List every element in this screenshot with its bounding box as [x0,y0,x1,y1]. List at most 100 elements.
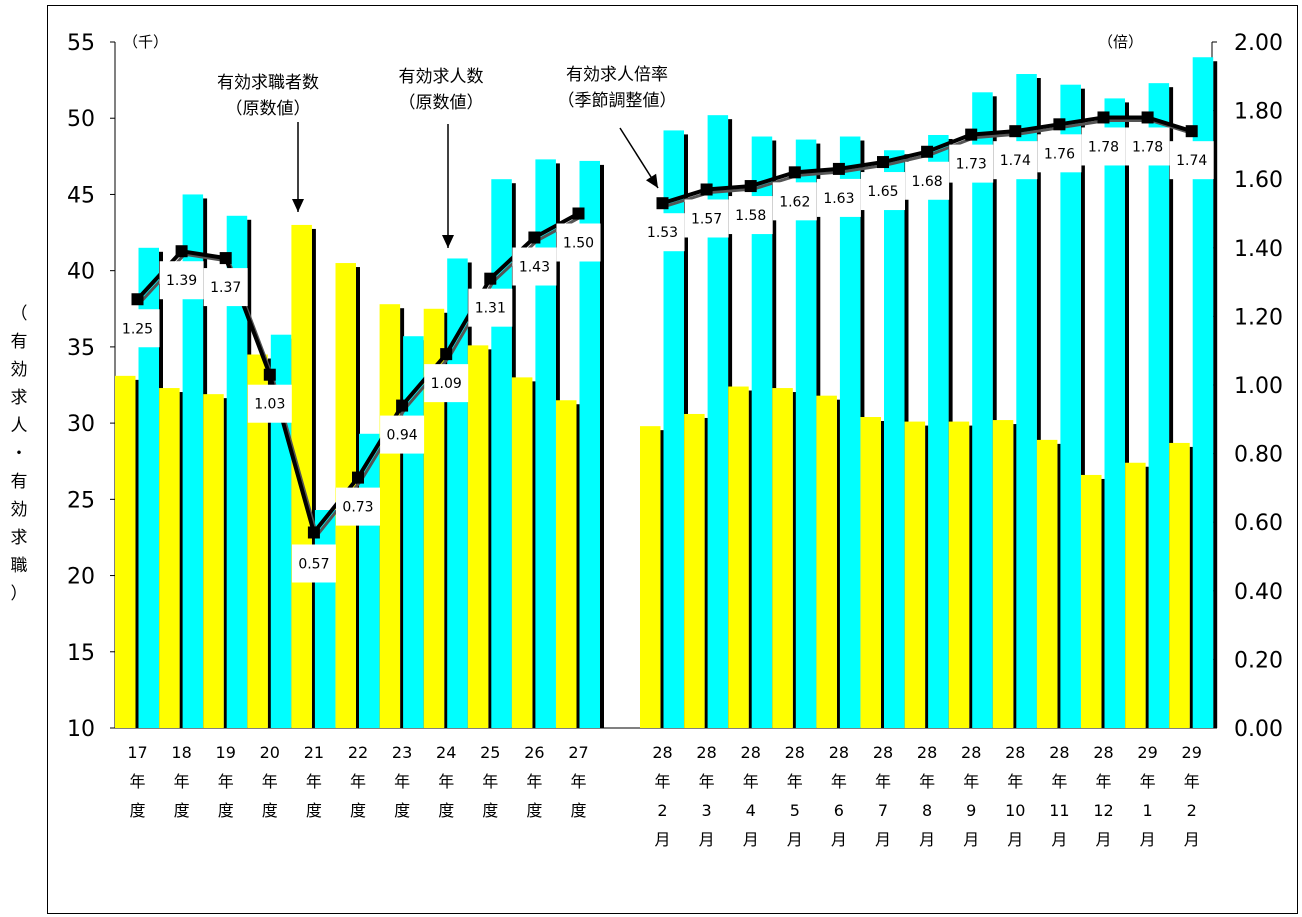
bar-shadow [1125,102,1129,729]
x-tick-label: 月 [831,830,847,849]
x-tick-label: 28 [741,743,761,762]
ratio-data-label: 0.57 [298,556,329,572]
bar-shadow [600,164,604,728]
ratio-marker [528,231,541,244]
ratio-label-box [468,288,513,327]
x-tick-label: 月 [743,830,759,849]
ratio-data-label: 1.65 [867,184,898,200]
ratio-label-box [203,268,248,307]
bar-shadow [1189,446,1194,728]
ratio-label-box [1037,134,1082,173]
ratio-label-box [861,172,905,211]
right-tick-label: 1.00 [1234,374,1283,399]
x-tick-label: 25 [480,743,500,762]
bar-job-openings [535,159,556,729]
bar-job-seekers [511,377,533,728]
bar-job-openings [579,160,600,728]
left-axis-unit: （千） [123,33,168,51]
x-tick-label: 月 [1051,830,1067,849]
ratio-data-label: 1.73 [956,157,987,173]
right-tick-label: 0.60 [1234,511,1283,536]
x-tick-label: 12 [1093,801,1113,820]
x-tick-label: 年 [1007,772,1023,791]
x-tick-label: 7 [878,801,888,820]
left-tick-label: 20 [67,565,95,590]
bar-job-seekers [1125,462,1146,728]
x-tick-label: 2 [1187,801,1197,820]
left-axis-label-char: 有 [10,332,28,352]
ratio-marker [572,207,585,220]
bar-shadow [748,390,753,728]
left-tick-label: 10 [67,717,95,742]
x-tick-label: 年 [963,772,979,791]
x-tick-label: 28 [961,743,981,762]
x-tick-label: 5 [790,801,800,820]
x-tick-label: 28 [652,743,672,762]
x-tick-label: 月 [699,830,715,849]
annotation-text: （原数値） [399,93,484,113]
x-tick-label: 度 [129,801,145,820]
bar-job-openings [1016,74,1037,729]
ratio-marker [832,162,845,175]
x-tick-label: 月 [1140,830,1156,849]
bar-job-seekers [247,354,268,728]
bar-shadow [881,421,885,728]
x-tick-label: 年 [1140,772,1156,791]
bar-shadow [1080,88,1085,728]
x-tick-label: 度 [570,801,586,820]
ratio-marker [656,197,669,210]
ratio-label-box [1169,141,1214,180]
x-tick-label: 年 [174,772,190,791]
bar-job-openings [1060,84,1081,728]
x-tick-label: 24 [436,743,456,762]
x-tick-label: 29 [1137,743,1157,762]
x-tick-label: 3 [702,801,712,820]
bar-shadow [1057,443,1062,728]
right-tick-label: 2.00 [1234,31,1283,56]
ratio-marker [484,272,497,285]
ratio-marker [1009,125,1022,138]
bar-shadow [992,96,997,729]
bar-job-seekers [467,345,489,728]
bar-shadow [792,392,797,728]
bar-job-openings [1104,98,1125,729]
x-tick-label: 20 [260,743,280,762]
x-tick-label: 28 [696,743,716,762]
x-tick-label: 月 [654,830,670,849]
ratio-label-box [684,199,729,238]
bar-job-openings [972,92,993,729]
right-tick-label: 1.60 [1234,168,1283,193]
x-tick-label: 月 [919,830,935,849]
ratio-marker [440,348,453,361]
x-tick-label: 度 [394,801,410,820]
bar-shadow [576,404,581,728]
x-tick-label: 年 [875,772,891,791]
ratio-marker [175,245,188,258]
right-tick-label: 1.20 [1234,305,1283,330]
x-tick-label: 8 [922,801,932,820]
bar-job-seekers [379,304,401,728]
ratio-marker [877,156,889,169]
left-tick-label: 50 [67,107,95,132]
bar-shadow [223,398,228,728]
annotation-text: （原数値） [226,99,311,119]
left-axis-label: （有効求人・有効求職） [2,300,36,608]
bar-job-seekers [203,394,224,728]
left-tick-label: 15 [67,641,95,666]
bar-job-seekers [772,388,793,728]
left-axis-label-char: 職 [10,556,28,576]
bar-shadow [704,417,709,728]
bar-job-openings [928,134,949,729]
x-tick-label: 度 [306,801,322,820]
ratio-label-box [640,213,685,252]
bar-job-openings [314,510,336,728]
x-tick-label: 度 [482,801,498,820]
arrow-head [645,173,658,188]
x-tick-label: 月 [1007,830,1023,849]
bar-shadow [488,349,493,728]
x-tick-label: 年 [831,772,847,791]
x-tick-label: 28 [785,743,805,762]
chart-frame [47,5,1298,914]
bar-shadow [532,381,537,728]
ratio-marker [1185,125,1198,138]
